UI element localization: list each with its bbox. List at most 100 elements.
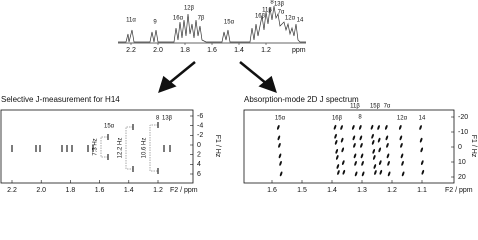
peak-label: 12β (184, 6, 195, 12)
peak (385, 125, 388, 130)
x-tick-label: 1.4 (327, 187, 337, 194)
peak (420, 147, 423, 153)
arrow (167, 61, 196, 85)
axis-label: F2 / ppm (445, 187, 473, 194)
right-peaks (277, 124, 425, 177)
peak-label: 16α (173, 16, 184, 22)
peak (370, 124, 374, 130)
peak (387, 161, 390, 166)
x-tick-label: 1.8 (180, 47, 190, 54)
arrows (158, 61, 277, 94)
peak (401, 161, 404, 166)
x-tick-label: 1.4 (124, 187, 134, 194)
peak (342, 160, 345, 165)
peak (354, 161, 357, 166)
annotation: 12.2 Hz (118, 138, 124, 159)
peak (378, 147, 381, 153)
peak (342, 169, 346, 175)
axis-label: F1 / Hz (214, 135, 221, 158)
peak (277, 135, 281, 141)
peak-label: 16β (332, 116, 343, 122)
peak (401, 171, 405, 177)
axis-label: F2 / ppm (170, 187, 198, 194)
peak (386, 143, 389, 148)
axis-unit: ppm (292, 47, 306, 54)
panel-title: Absorption-mode 2D J spectrum (244, 95, 359, 104)
annotation: 8 (156, 116, 160, 122)
x-tick-label: 1.5 (297, 187, 307, 194)
arrow-head (258, 75, 277, 94)
x-tick-label: 1.6 (207, 47, 217, 54)
peak (360, 143, 363, 148)
peak (278, 143, 281, 148)
peak (385, 135, 389, 141)
peak-label: 16β (255, 14, 266, 20)
plot-frame (0, 109, 194, 184)
peak-label: 8 (358, 115, 362, 121)
y-tick-label: 2 (197, 152, 201, 159)
y-tick-label: 10 (458, 159, 466, 166)
x-tick-label: 1.3 (357, 187, 367, 194)
peak (279, 161, 282, 166)
y-tick-label: -4 (197, 123, 203, 130)
annotation: 7.3 Hz (93, 138, 99, 155)
peak (400, 143, 403, 148)
y-tick-label: 0 (197, 142, 201, 149)
peak (371, 139, 375, 145)
peak (279, 171, 283, 177)
peak (353, 143, 356, 148)
peak (387, 171, 391, 177)
x-tick-label: 1.8 (66, 187, 76, 194)
peak (337, 170, 340, 175)
peak (335, 149, 338, 154)
y-tick-label: -2 (197, 132, 203, 139)
peak (361, 161, 364, 166)
peak (379, 160, 382, 165)
coupling-brackets (100, 124, 158, 172)
annotation: 15α (104, 124, 115, 130)
peak (400, 153, 404, 159)
peak (336, 155, 339, 160)
y-tick-label: 4 (197, 161, 201, 168)
x-tick-label: 1.4 (234, 47, 244, 54)
peak-label: 12α (285, 16, 296, 22)
x-tick-label: 1.6 (95, 187, 105, 194)
peak (419, 125, 422, 130)
peak (340, 125, 343, 130)
arrow (239, 61, 268, 85)
peak (377, 125, 380, 130)
panel-title: Selective J-measurement for H14 (1, 95, 120, 104)
peak (421, 169, 425, 175)
x-tick-label: 2.0 (36, 187, 46, 194)
y-tick-label: -10 (458, 129, 468, 136)
x-tick-label: 1.6 (267, 187, 277, 194)
arrow-head (158, 75, 177, 94)
annotation: 13β (162, 116, 173, 122)
x-tick-label: 2.2 (126, 47, 136, 54)
peak (373, 155, 376, 160)
peak (361, 171, 365, 177)
annotation: 10.6 Hz (142, 138, 148, 159)
peak-label: 7α (384, 104, 391, 110)
peak-label: 14 (419, 116, 426, 122)
spectrum-trace (118, 5, 306, 43)
peak-label: 13β (274, 2, 285, 8)
x-tick-label: 1.2 (153, 187, 163, 194)
peak-label: 15β (370, 104, 381, 110)
peak-label: 7α (278, 10, 285, 16)
peak (379, 169, 383, 175)
x-tick-label: 1.2 (387, 187, 397, 194)
peak (421, 160, 424, 165)
peak (336, 164, 340, 169)
peak (419, 137, 423, 143)
peak (340, 137, 344, 143)
peak (333, 124, 337, 130)
peak-label: 12α (397, 116, 408, 122)
peak-label: 11β (262, 8, 272, 14)
peak-label: 7β (198, 16, 205, 22)
axis-label: F1 / Hz (470, 135, 477, 158)
peak (278, 153, 282, 159)
peak (372, 149, 375, 154)
peak (359, 125, 362, 130)
